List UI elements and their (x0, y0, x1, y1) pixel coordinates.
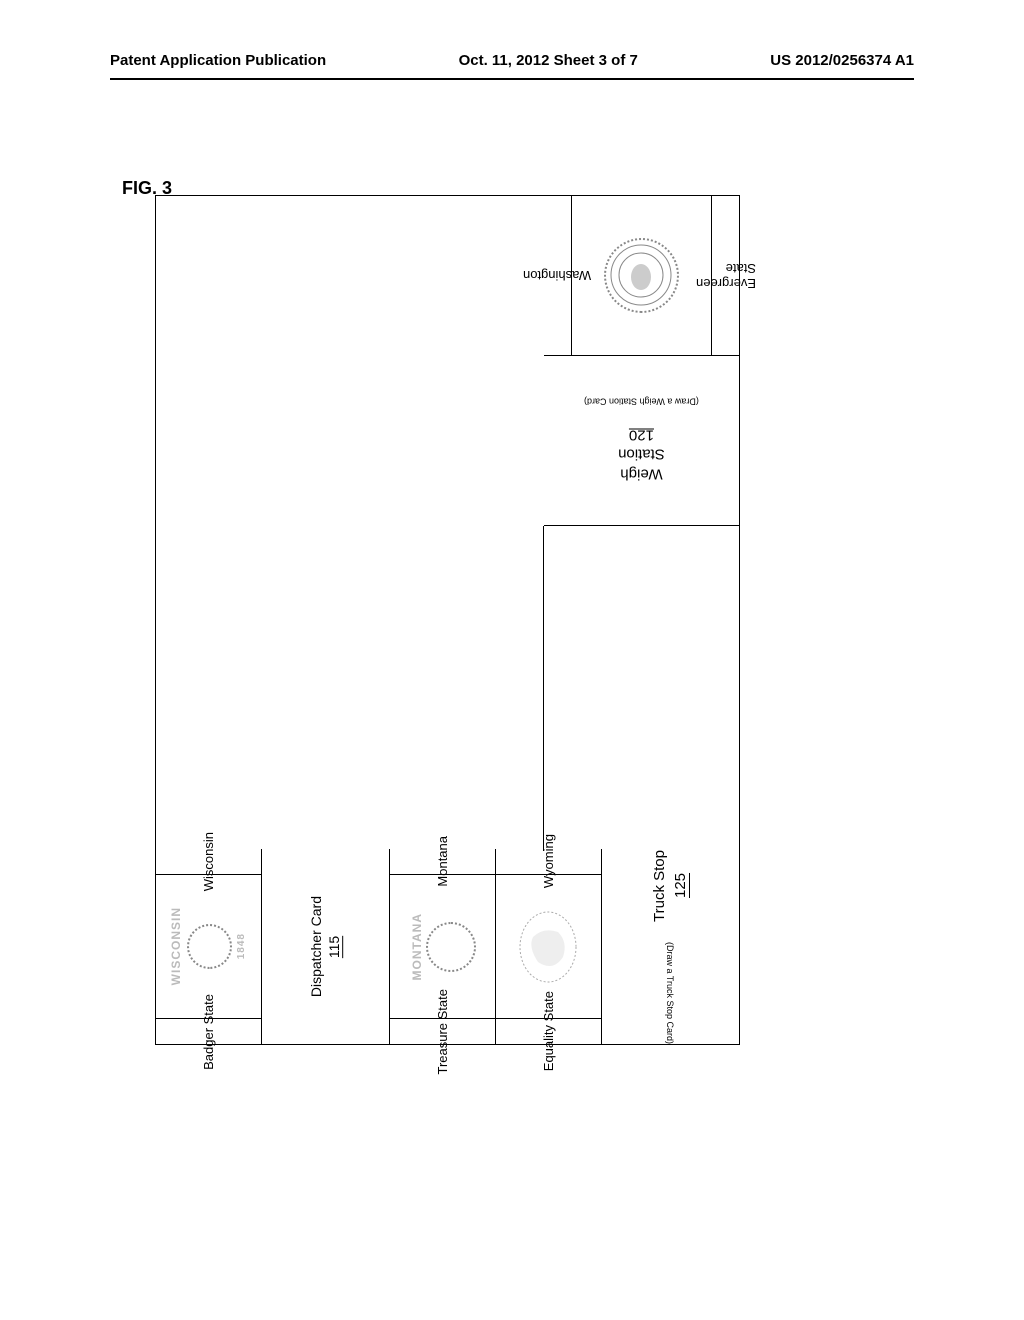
state-cell-wyoming: Wyoming Equality State (496, 849, 602, 1044)
weigh-station-cell: Weigh Station 120 (Draw a Weigh Station … (544, 356, 739, 526)
bottom-row: Wisconsin WISCONSIN 1848 Badger State Di… (156, 849, 739, 1044)
header-rule (110, 78, 914, 80)
weigh-station-sub: (Draw a Weigh Station Card) (584, 397, 699, 407)
cell-top: Wisconsin (156, 849, 261, 875)
state-seal-icon (426, 922, 476, 972)
weigh-station-title-2: Station (618, 446, 665, 463)
weigh-station-title-1: Weigh (620, 466, 662, 483)
state-nickname: Treasure State (435, 989, 450, 1075)
state-nickname: Badger State (201, 994, 216, 1070)
weigh-station-ref: 120 (629, 427, 654, 444)
state-outline-text: WISCONSIN (169, 907, 183, 985)
board-interior (543, 526, 739, 851)
washington-seal-icon (604, 238, 679, 313)
truck-stop-corner: (Draw a Truck Stop Card) Truck Stop 125 (602, 849, 739, 1044)
cell-bot: Badger State (156, 1018, 261, 1044)
state-year: 1848 (236, 933, 247, 959)
state-nickname: Evergreen State (696, 261, 756, 291)
header-left: Patent Application Publication (110, 52, 326, 69)
state-cell-montana: Montana MONTANA Treasure State (390, 849, 496, 1044)
truck-stop-title: Truck Stop (651, 850, 668, 922)
dispatcher-card-cell: Dispatcher Card 115 (262, 849, 390, 1044)
dispatcher-label: Dispatcher Card 115 (307, 896, 343, 997)
header-right: US 2012/0256374 A1 (770, 52, 914, 69)
truck-stop-ref: 125 (672, 873, 689, 898)
header-center: Oct. 11, 2012 Sheet 3 of 7 (459, 52, 638, 69)
game-board: Wisconsin WISCONSIN 1848 Badger State Di… (155, 195, 740, 1045)
state-nickname: Equality State (541, 991, 556, 1071)
wyoming-graphic-icon (513, 902, 583, 992)
state-seal-icon (187, 924, 232, 969)
state-cell-wisconsin: Wisconsin WISCONSIN 1848 Badger State (156, 849, 262, 1044)
right-column: Washington Evergreen State Weigh Station… (544, 196, 739, 851)
state-outline-text: MONTANA (410, 913, 424, 980)
state-cell-washington: Washington Evergreen State (544, 196, 739, 356)
page-header: Patent Application Publication Oct. 11, … (0, 52, 1024, 69)
truck-stop-sub: (Draw a Truck Stop Card) (665, 941, 675, 1043)
